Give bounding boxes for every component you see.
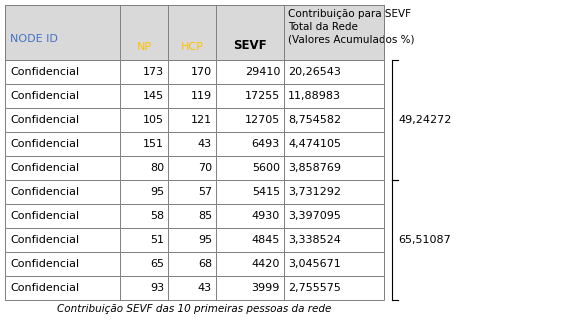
Text: 4,474105: 4,474105 [288, 139, 341, 149]
Text: 4845: 4845 [252, 235, 280, 245]
Text: 43: 43 [198, 283, 212, 293]
Text: 121: 121 [191, 115, 212, 125]
Text: 65,51087: 65,51087 [398, 235, 451, 245]
Text: 11,88983: 11,88983 [288, 91, 341, 101]
Text: 3,397095: 3,397095 [288, 211, 341, 221]
Bar [5, 60, 384, 84]
Bar [5, 180, 384, 204]
Text: 70: 70 [198, 163, 212, 173]
Text: NP: NP [136, 42, 152, 52]
Text: 119: 119 [191, 91, 212, 101]
Text: 29410: 29410 [245, 67, 280, 77]
Text: SEVF: SEVF [233, 39, 267, 52]
Bar [5, 108, 384, 132]
Text: 5415: 5415 [252, 187, 280, 197]
Text: Confidencial: Confidencial [10, 211, 79, 221]
Text: 95: 95 [150, 187, 164, 197]
Text: 12705: 12705 [245, 115, 280, 125]
Text: 6493: 6493 [252, 139, 280, 149]
Bar [5, 252, 384, 276]
Text: Contribuição SEVF das 10 primeiras pessoas da rede: Contribuição SEVF das 10 primeiras pesso… [57, 304, 332, 314]
Text: Confidencial: Confidencial [10, 139, 79, 149]
Text: 105: 105 [143, 115, 164, 125]
Text: 145: 145 [143, 91, 164, 101]
Bar [5, 132, 384, 156]
Text: 57: 57 [198, 187, 212, 197]
Text: 85: 85 [198, 211, 212, 221]
Text: 58: 58 [150, 211, 164, 221]
Text: 170: 170 [191, 67, 212, 77]
Text: 49,24272: 49,24272 [398, 115, 451, 125]
Text: 151: 151 [143, 139, 164, 149]
Text: 8,754582: 8,754582 [288, 115, 341, 125]
Bar [5, 204, 384, 228]
Bar [5, 228, 384, 252]
Text: 4930: 4930 [252, 211, 280, 221]
Text: Confidencial: Confidencial [10, 259, 79, 269]
Text: 3999: 3999 [252, 283, 280, 293]
Bar [5, 5, 384, 60]
Text: Confidencial: Confidencial [10, 235, 79, 245]
Bar [5, 276, 384, 300]
Text: 68: 68 [198, 259, 212, 269]
Text: 3,731292: 3,731292 [288, 187, 341, 197]
Bar [5, 84, 384, 108]
Text: 65: 65 [150, 259, 164, 269]
Text: HCP: HCP [181, 42, 204, 52]
Text: Confidencial: Confidencial [10, 115, 79, 125]
Text: 95: 95 [198, 235, 212, 245]
Text: 3,045671: 3,045671 [288, 259, 341, 269]
Text: NODE ID: NODE ID [10, 34, 58, 44]
Text: 43: 43 [198, 139, 212, 149]
Text: 3,338524: 3,338524 [288, 235, 341, 245]
Text: 5600: 5600 [252, 163, 280, 173]
Text: 17255: 17255 [245, 91, 280, 101]
Text: Confidencial: Confidencial [10, 91, 79, 101]
Text: 173: 173 [143, 67, 164, 77]
Text: 51: 51 [150, 235, 164, 245]
Text: 4420: 4420 [252, 259, 280, 269]
Text: Contribuição para SEVF
Total da Rede
(Valores Acumulados %): Contribuição para SEVF Total da Rede (Va… [288, 9, 414, 45]
Text: 80: 80 [150, 163, 164, 173]
Text: 20,26543: 20,26543 [288, 67, 341, 77]
Bar [5, 156, 384, 180]
Text: Confidencial: Confidencial [10, 283, 79, 293]
Text: 2,755575: 2,755575 [288, 283, 341, 293]
Text: 3,858769: 3,858769 [288, 163, 341, 173]
Text: Confidencial: Confidencial [10, 187, 79, 197]
Text: Confidencial: Confidencial [10, 67, 79, 77]
Text: 93: 93 [150, 283, 164, 293]
Text: Confidencial: Confidencial [10, 163, 79, 173]
